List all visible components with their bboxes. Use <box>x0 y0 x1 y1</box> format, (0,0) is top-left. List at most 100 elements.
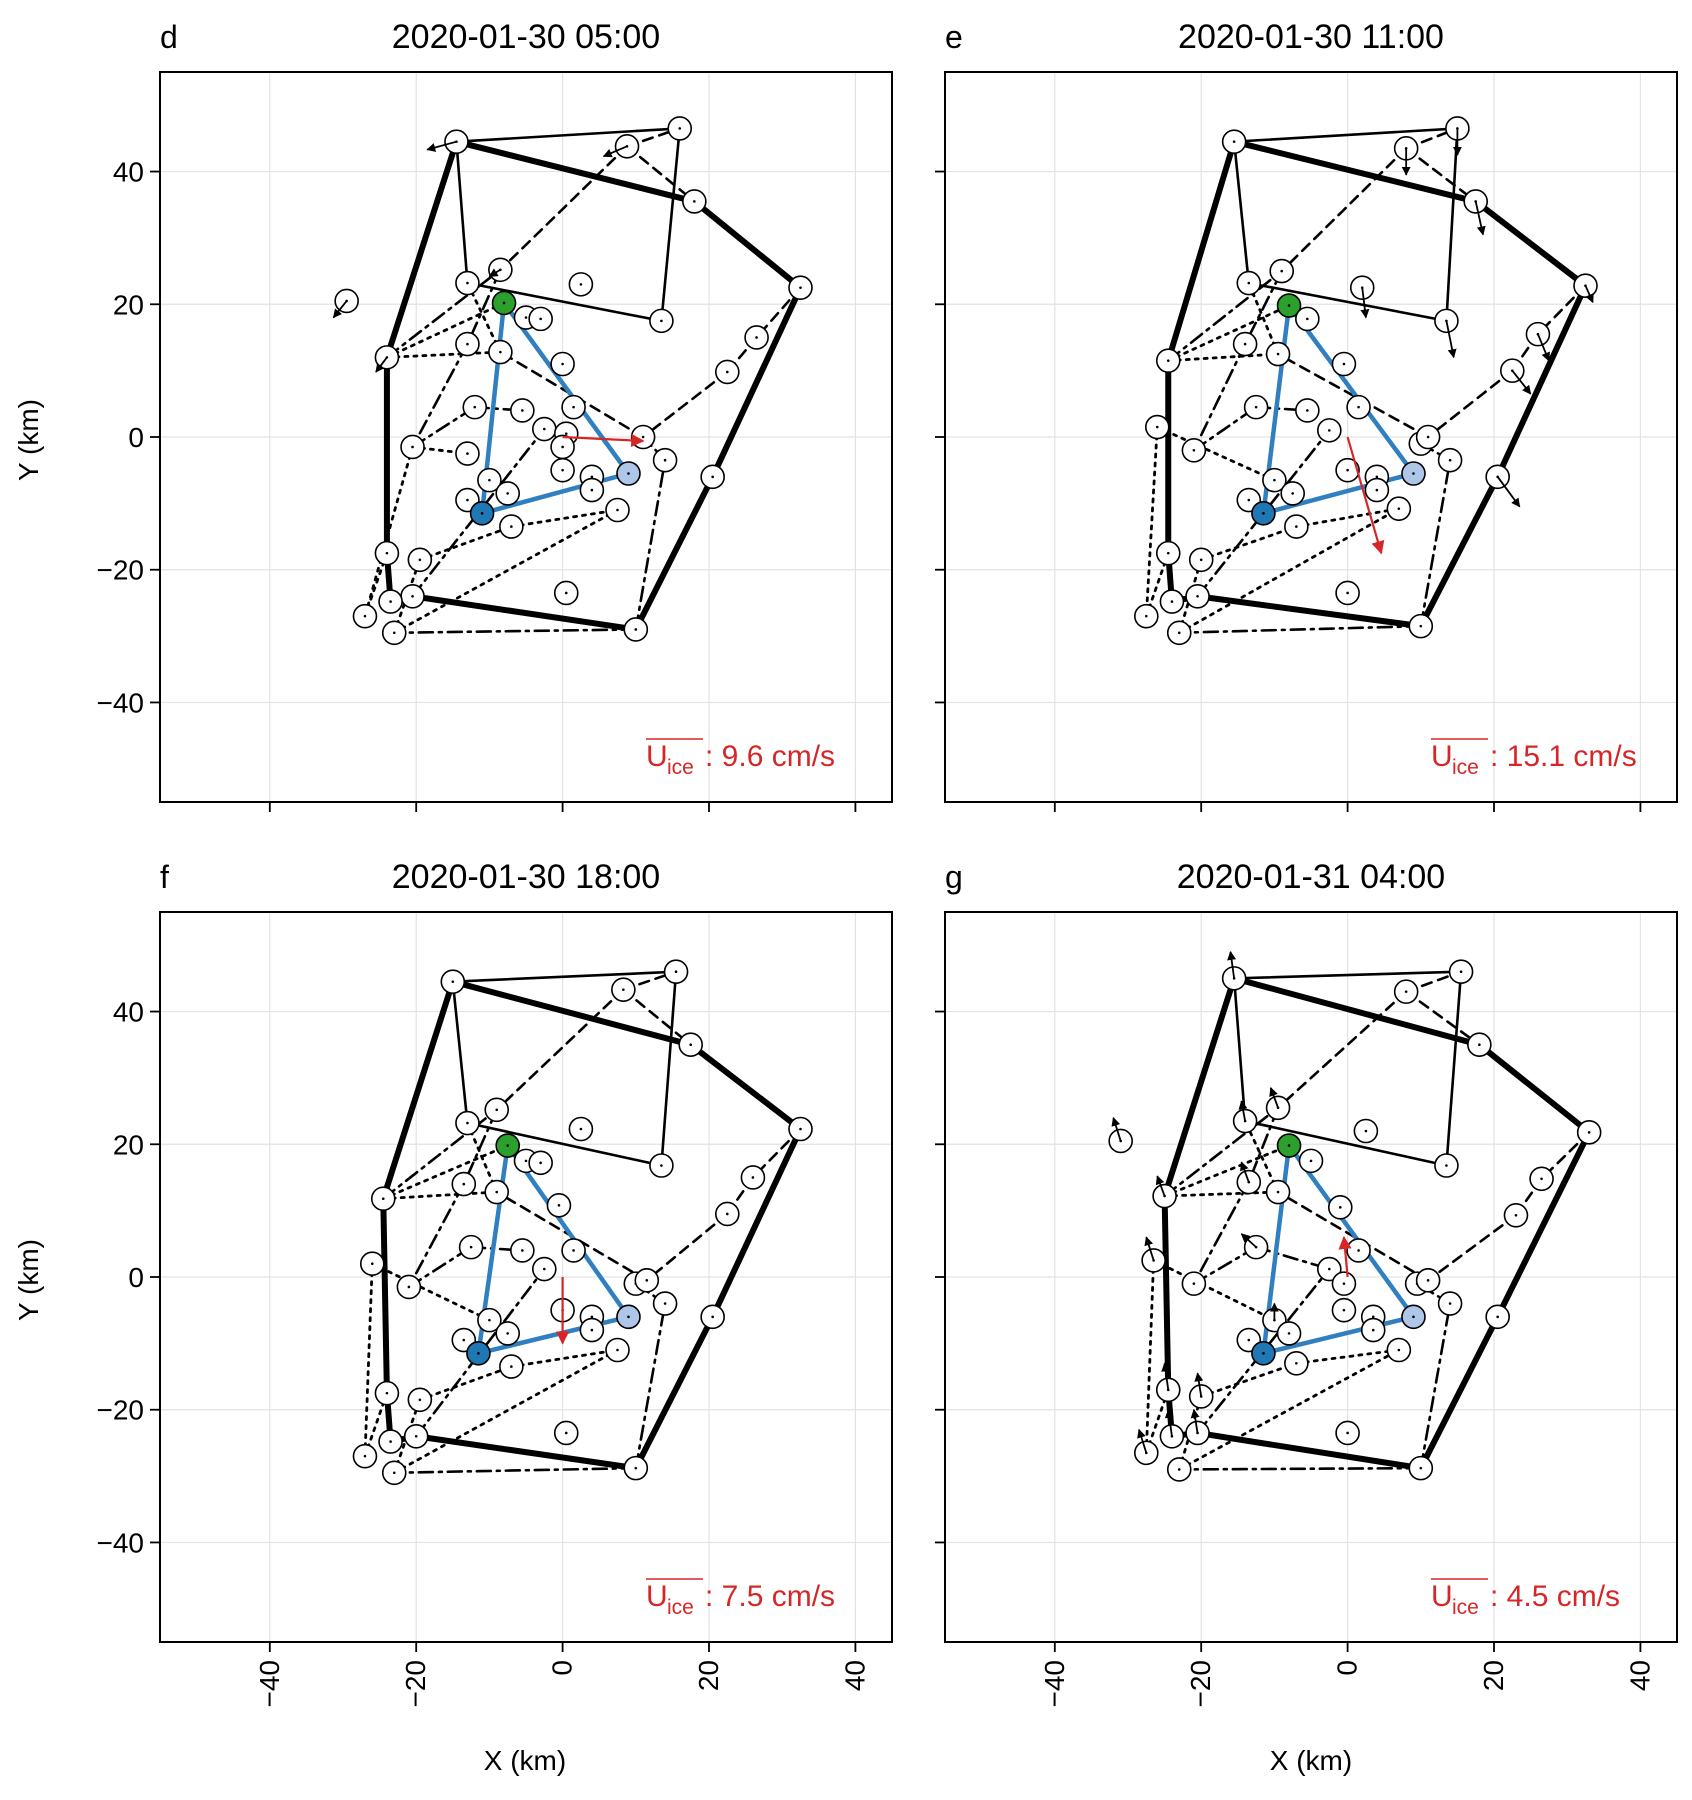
network-line <box>479 471 631 516</box>
buoy-center-dot <box>524 1159 528 1163</box>
buoy-drift-arrow <box>1137 1428 1148 1454</box>
buoy-center-dot <box>1357 405 1360 409</box>
buoy-center-dot <box>506 1144 510 1147</box>
y-tick-label: 0 <box>128 422 144 453</box>
buoy-center-dot <box>385 1391 389 1395</box>
buoy-center-dot <box>1166 551 1170 555</box>
buoy-center-dot <box>1404 990 1408 993</box>
buoy-center-dot <box>385 551 389 555</box>
network-line <box>455 140 469 285</box>
buoy-center-dot <box>1306 317 1309 321</box>
speed-subscript: ice <box>1452 756 1479 779</box>
speed-subscript: ice <box>667 756 694 779</box>
buoy-center-dot <box>663 458 667 462</box>
network-line <box>1199 525 1298 562</box>
network-line <box>449 978 694 1048</box>
buoy-drift-arrow <box>1240 1161 1250 1183</box>
network-line <box>451 970 678 983</box>
buoy-drift-arrow <box>1496 476 1521 508</box>
buoy-drift-arrow <box>375 356 388 373</box>
network-line <box>687 1041 804 1133</box>
buoy-center-dot <box>510 525 513 528</box>
buoy-drift-arrow <box>1360 287 1370 319</box>
network-line <box>1419 458 1452 628</box>
network-line <box>509 508 619 528</box>
buoy-drift-arrow <box>1190 1408 1200 1434</box>
buoy-center-dot <box>411 445 414 449</box>
y-axis-label-top: Y (km) <box>13 399 44 481</box>
buoy-center-dot <box>451 980 455 983</box>
speed-symbol: U <box>646 740 668 773</box>
speed-value: : 15.1 cm/s <box>1490 740 1637 773</box>
buoy-center-dot <box>488 478 491 482</box>
buoy-center-dot <box>561 362 564 366</box>
network-line <box>499 145 629 272</box>
network-line <box>1286 303 1416 476</box>
network-line <box>1404 990 1481 1047</box>
network-line <box>414 1267 546 1438</box>
buoy-center-dot <box>473 405 477 409</box>
buoy-center-dot <box>1155 425 1159 429</box>
buoy-center-dot <box>572 1249 575 1252</box>
buoy-center-dot <box>521 1249 524 1252</box>
network-line <box>1494 282 1589 480</box>
buoy-center-dot <box>1346 468 1349 472</box>
network-line <box>1152 1259 1276 1322</box>
buoy-center-dot <box>506 492 510 495</box>
x-tick-label: 40 <box>1624 1660 1655 1691</box>
network-line <box>1166 304 1291 363</box>
buoy-center-dot <box>543 427 546 431</box>
buoy-center-dot <box>616 1348 619 1352</box>
network-line <box>709 284 804 480</box>
network-line <box>1417 473 1501 630</box>
buoy-center-dot <box>590 1315 594 1319</box>
speed-value: : 9.6 cm/s <box>705 740 835 773</box>
buoy-center-dot <box>363 614 367 618</box>
network-line <box>385 268 502 359</box>
x-tick-label: 20 <box>1478 1660 1509 1691</box>
network-line <box>409 593 639 633</box>
buoy-center-dot <box>561 445 564 449</box>
panel-f: −40 −20 0 20 40 −40 −20 0 20 40 f 2020-01-30 18:00 U… <box>97 858 893 1708</box>
buoy-center-dot <box>1448 458 1452 462</box>
network-line <box>632 473 716 633</box>
panel-title: 2020-01-30 18:00 <box>392 858 660 896</box>
buoy-drift-arrow <box>1164 1408 1174 1437</box>
buoy-center-dot <box>1426 435 1430 439</box>
buoy-drift-arrow <box>1227 950 1237 979</box>
buoy-center-dot <box>751 1176 755 1179</box>
buoy-center-dot <box>1247 498 1251 502</box>
buoy-center-dot <box>1346 1431 1349 1435</box>
buoy-center-dot <box>1196 594 1199 598</box>
speed-symbol: U <box>1431 740 1453 773</box>
network-line <box>1404 147 1477 203</box>
network-line <box>462 1108 499 1186</box>
buoy-center-dot <box>1287 304 1291 307</box>
buoy-center-dot <box>418 1398 422 1402</box>
panel-e: e 2020-01-30 11:00 U ice: 15.1 cm/s <box>935 18 1678 812</box>
buoy-center-dot <box>1375 488 1379 492</box>
buoy-center-dot <box>389 600 392 603</box>
buoy-center-dot <box>502 301 506 305</box>
buoy-center-dot <box>1448 1302 1452 1305</box>
buoy-center-dot <box>590 1328 594 1332</box>
network-line <box>466 281 502 354</box>
buoy-center-dot <box>407 1285 411 1289</box>
network-line <box>1261 1314 1416 1356</box>
buoy-center-dot <box>1291 492 1294 495</box>
buoy-center-dot <box>1273 478 1276 482</box>
network-line <box>451 980 469 1125</box>
network-line <box>709 1126 804 1320</box>
network-line <box>1177 1466 1423 1471</box>
network-line <box>501 300 631 476</box>
network-line <box>1280 147 1408 273</box>
buoy-center-dot <box>477 1352 480 1355</box>
buoy-center-dot <box>660 319 663 323</box>
x-tick-label: 0 <box>547 1660 578 1676</box>
network-line <box>634 458 667 631</box>
buoy-center-dot <box>799 1127 802 1131</box>
network-line <box>392 508 619 635</box>
network-line <box>411 405 477 449</box>
x-tick-label: 0 <box>1332 1660 1363 1676</box>
